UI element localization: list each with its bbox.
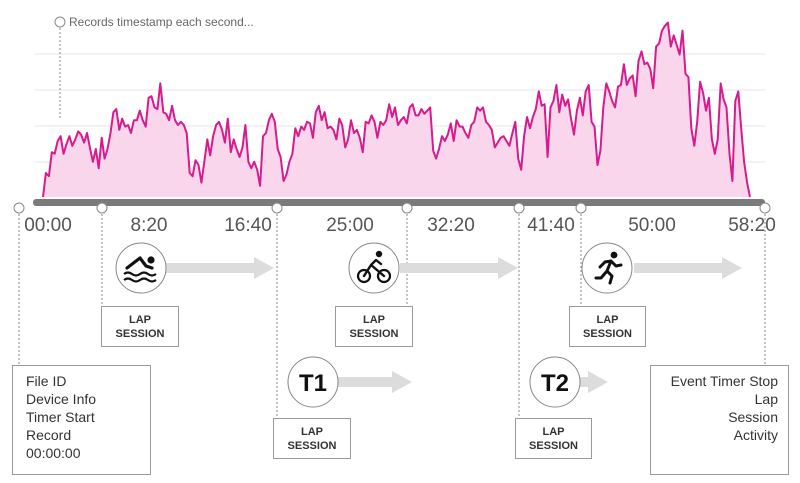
swim-arrow: [166, 257, 274, 279]
timeline-axis: [33, 199, 765, 206]
tick-label: 25:00: [326, 215, 374, 236]
end-record-box: Event Timer Stop Lap Session Activity: [650, 365, 789, 475]
start-item: Device Info: [26, 391, 97, 407]
tick-label: 50:00: [628, 215, 676, 236]
marker-swim-lap: [96, 202, 108, 214]
timeline-markers: [13, 202, 771, 214]
t2-arrow: [578, 371, 608, 393]
lap-label: LAP: [363, 313, 385, 326]
swimmer-icon: [115, 242, 167, 294]
start-item: File ID: [26, 373, 67, 389]
lap-label: LAP: [596, 313, 619, 326]
session-label: SESSION: [115, 327, 165, 340]
lap-session-box-t1: LAP SESSION: [273, 418, 351, 459]
lap-session-box-bike: LAP SESSION: [335, 306, 413, 347]
session-label: SESSION: [349, 327, 399, 340]
t1-label: T1: [299, 370, 327, 397]
runner-icon: [581, 242, 633, 294]
tick-label: 8:20: [131, 215, 168, 236]
marker-t2: [513, 202, 525, 214]
annotation-text: Records timestamp each second...: [69, 15, 254, 29]
lap-session-box-run: LAP SESSION: [569, 306, 646, 347]
marker-start: [13, 202, 25, 214]
annotation-marker: [54, 16, 66, 28]
tick-labels: 00:00 8:20 16:40 25:00 32:20 41:40 50:00…: [24, 215, 776, 236]
heart-rate-line: [42, 21, 751, 198]
tick-label: 58:20: [728, 215, 776, 236]
start-item: 00:00:00: [26, 445, 81, 461]
tick-label: 16:40: [224, 215, 272, 236]
lap-label: LAP: [129, 313, 151, 326]
lap-session-box-t2: LAP SESSION: [515, 418, 592, 459]
session-label: SESSION: [287, 439, 337, 452]
lap-label: LAP: [542, 425, 565, 438]
start-item: Record: [26, 427, 72, 443]
bike-arrow: [400, 257, 518, 279]
heart-rate-area: [43, 22, 750, 197]
session-label: SESSION: [529, 439, 578, 452]
session-label: SESSION: [583, 327, 632, 340]
marker-t1: [271, 202, 283, 214]
run-arrow: [634, 257, 742, 279]
lap-session-box-swim: LAP SESSION: [101, 306, 179, 347]
t1-arrow: [336, 371, 412, 393]
lap-label: LAP: [301, 425, 323, 438]
marker-run-lap: [575, 202, 587, 214]
tick-label: 00:00: [24, 215, 72, 236]
end-item: Event Timer Stop: [670, 373, 778, 389]
t1-badge: T1: [287, 356, 339, 408]
tick-label: 41:40: [527, 215, 575, 236]
t2-badge: T2: [529, 356, 581, 408]
marker-bike-lap: [401, 202, 413, 214]
start-item: Timer Start: [26, 409, 95, 425]
tick-label: 32:20: [427, 215, 475, 236]
timeline-leaders: [18, 214, 766, 418]
phase-arrows: [166, 257, 742, 393]
marker-end: [759, 202, 771, 214]
end-item: Session: [728, 409, 778, 425]
end-item: Lap: [754, 391, 778, 407]
t2-label: T2: [541, 370, 569, 397]
cyclist-icon: [348, 242, 400, 294]
start-record-box: File ID Device Info Timer Start Record 0…: [12, 365, 151, 475]
end-item: Activity: [733, 427, 778, 443]
